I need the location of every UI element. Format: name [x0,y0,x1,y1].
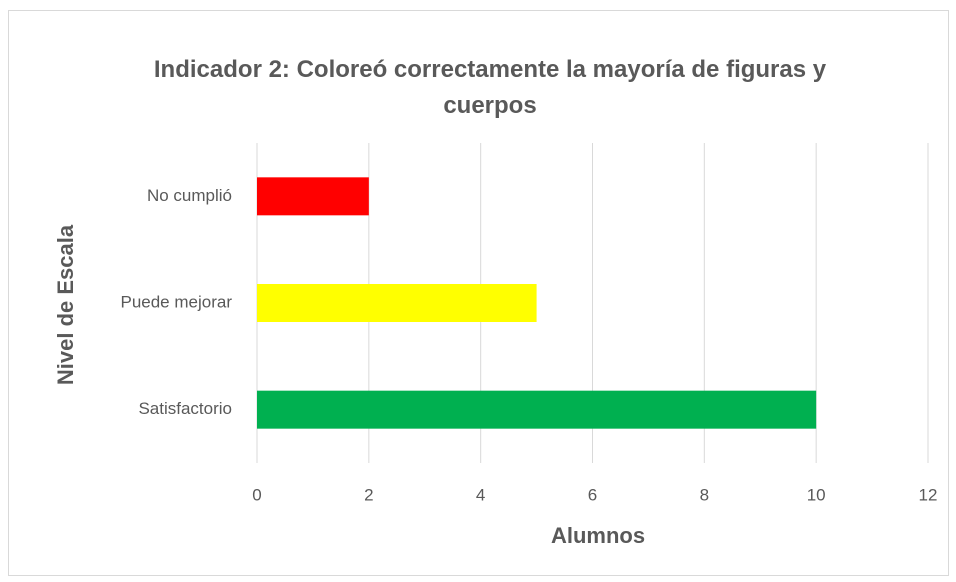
bar [257,390,817,429]
x-tick-label: 8 [700,485,709,504]
chart-title: Indicador 2: Coloreó correctamente la ma… [153,56,827,119]
x-tick-label: 10 [807,485,826,504]
y-tick-label: Satisfactorio [138,399,232,418]
x-axis-label: Alumnos [551,523,645,548]
y-axis-label: Nivel de Escala [53,224,78,385]
bar [257,177,369,216]
x-tick-label: 12 [919,485,938,504]
bar [257,284,537,322]
x-tick-label: 2 [364,485,373,504]
x-tick-label: 0 [252,485,261,504]
x-tick-label: 6 [588,485,597,504]
x-tick-label: 4 [476,485,485,504]
y-tick-label: No cumplió [147,186,232,205]
y-tick-label: Puede mejorar [120,292,232,311]
